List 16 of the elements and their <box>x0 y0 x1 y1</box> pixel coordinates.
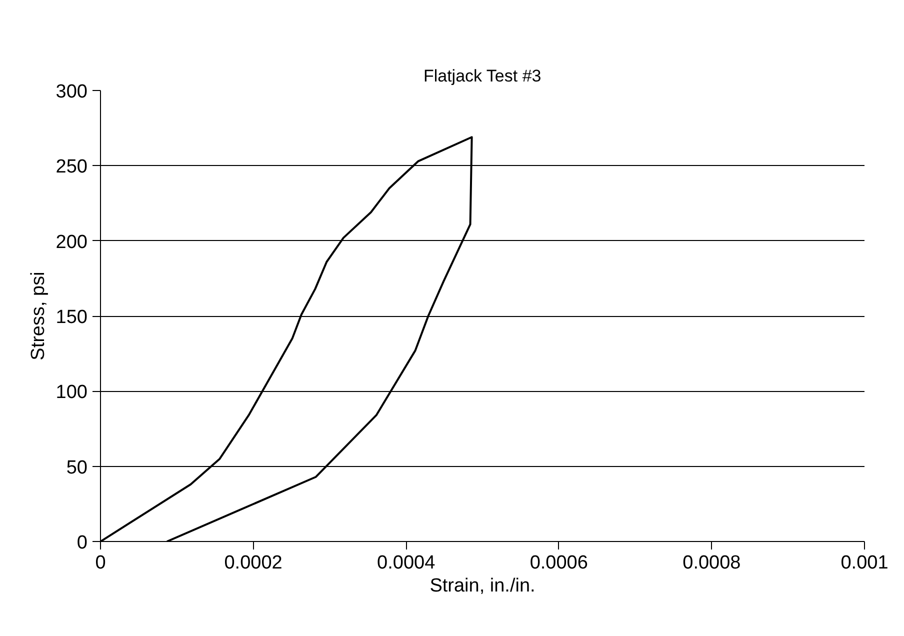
y-axis-title: Stress, psi <box>28 272 49 360</box>
x-tick-label: 0.001 <box>840 552 888 574</box>
y-tick-label: 300 <box>56 82 88 102</box>
chart-title: Flatjack Test #3 <box>423 66 542 86</box>
y-tick-label: 50 <box>66 457 88 478</box>
x-axis-title: Strain, in./in. <box>430 576 536 596</box>
y-tick-label: 150 <box>56 307 88 328</box>
x-tick-label: 0.0002 <box>224 552 282 574</box>
y-tick-label: 200 <box>56 232 88 253</box>
y-tick-label: 250 <box>56 156 88 178</box>
x-tick-label: 0.0004 <box>377 552 436 574</box>
y-tick-label: 0 <box>76 532 88 554</box>
x-tick-label: 0.0006 <box>530 552 588 574</box>
y-tick-label: 100 <box>56 382 88 404</box>
x-tick-label: 0.0008 <box>682 552 741 574</box>
x-tick-label: 0 <box>95 552 106 574</box>
